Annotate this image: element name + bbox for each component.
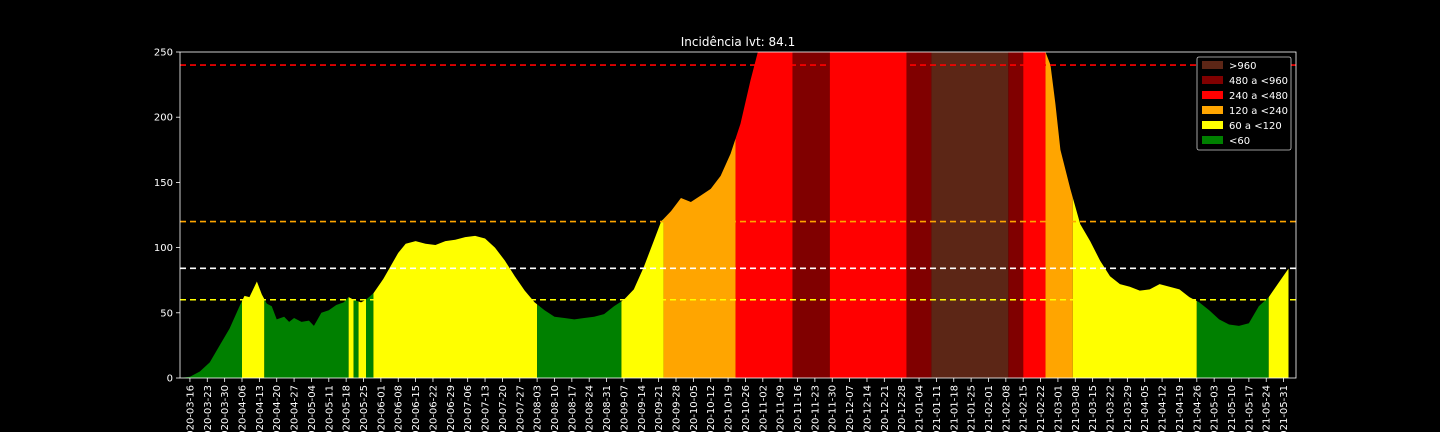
legend-swatch [1202, 106, 1223, 114]
x-tick-label: 2020-10-26 [741, 385, 752, 432]
y-tick-label: 0 [167, 374, 173, 385]
x-tick-label: 2020-11-30 [828, 385, 839, 432]
band-segment [735, 52, 793, 378]
x-tick-label: 2021-03-08 [1071, 385, 1082, 432]
x-tick-label: 2021-05-24 [1262, 385, 1273, 432]
legend-label: <60 [1229, 136, 1250, 147]
x-tick-label: 2020-06-08 [394, 385, 405, 432]
y-tick-label: 250 [154, 48, 173, 59]
x-tick-label: 2021-01-18 [949, 385, 960, 432]
x-tick-label: 2020-04-13 [255, 385, 266, 432]
band-segment [931, 52, 1009, 378]
x-tick-label: 2020-06-22 [428, 385, 439, 432]
x-tick-label: 2021-05-17 [1244, 385, 1255, 432]
x-tick-label: 2021-01-11 [932, 385, 943, 432]
x-tick-label: 2020-06-29 [446, 385, 457, 432]
y-tick-label: 50 [160, 308, 173, 319]
legend: >960 480 a <960 240 a <480 120 a <240 60 a <… [1196, 56, 1292, 151]
x-tick-label: 2020-07-20 [498, 385, 509, 432]
x-tick-label: 2021-03-15 [1088, 385, 1099, 432]
x-tick-label: 2021-04-19 [1175, 385, 1186, 432]
x-tick-label: 2020-05-04 [307, 385, 318, 432]
legend-label: >960 [1229, 61, 1256, 72]
x-tick-label: 2020-05-11 [324, 385, 335, 432]
x-tick-label: 2020-09-21 [654, 385, 665, 432]
x-axis: 2020-03-16 2020-03-23 2020-03-30 2020-04-06… [185, 378, 1290, 432]
x-tick-label: 2020-10-12 [706, 385, 717, 432]
x-tick-label: 2020-07-27 [515, 385, 526, 432]
x-tick-label: 2021-04-26 [1192, 385, 1203, 432]
x-tick-label: 2021-05-03 [1210, 385, 1221, 432]
x-tick-label: 2020-08-03 [533, 385, 544, 432]
x-tick-label: 2020-10-19 [724, 385, 735, 432]
x-tick-label: 2020-03-30 [220, 385, 231, 432]
x-tick-label: 2020-04-06 [238, 385, 249, 432]
legend-label: 240 a <480 [1229, 91, 1288, 102]
x-tick-label: 2021-02-01 [984, 385, 995, 432]
x-tick-label: 2021-01-04 [915, 385, 926, 432]
x-tick-label: 2021-02-22 [1036, 385, 1047, 432]
band-segment [1008, 52, 1024, 378]
band-segment [829, 52, 907, 378]
x-tick-label: 2020-04-27 [290, 385, 301, 432]
x-tick-label: 2020-08-17 [567, 385, 578, 432]
x-tick-label: 2021-04-12 [1158, 385, 1169, 432]
legend-label: 120 a <240 [1229, 106, 1288, 117]
legend-label: 480 a <960 [1229, 76, 1288, 87]
plot-frame [179, 51, 1297, 379]
x-tick-label: 2021-01-25 [967, 385, 978, 432]
legend-swatch [1202, 91, 1223, 99]
x-tick-label: 2020-12-07 [845, 385, 856, 432]
x-tick-label: 2020-08-31 [602, 385, 613, 432]
band-segment [906, 52, 932, 378]
x-tick-label: 2021-03-01 [1053, 385, 1064, 432]
x-tick-label: 2020-11-09 [776, 385, 787, 432]
x-tick-label: 2020-12-21 [880, 385, 891, 432]
x-tick-label: 2021-05-10 [1227, 385, 1238, 432]
x-tick-label: 2020-03-16 [185, 385, 196, 432]
threshold-lines [180, 64, 1296, 301]
x-tick-label: 2021-05-31 [1279, 385, 1290, 432]
legend-label: 60 a <120 [1229, 121, 1282, 132]
x-tick-label: 2021-04-05 [1140, 385, 1151, 432]
x-tick-label: 2020-06-01 [376, 385, 387, 432]
x-tick-label: 2020-06-15 [411, 385, 422, 432]
x-tick-label: 2020-12-28 [897, 385, 908, 432]
x-tick-label: 2020-04-20 [272, 385, 283, 432]
x-tick-label: 2020-09-14 [637, 385, 648, 432]
x-tick-label: 2020-08-10 [550, 385, 561, 432]
y-tick-label: 100 [154, 243, 173, 254]
x-tick-label: 2020-09-07 [619, 385, 630, 432]
x-tick-label: 2021-02-08 [1001, 385, 1012, 432]
x-tick-label: 2020-10-05 [689, 385, 700, 432]
legend-swatch [1202, 136, 1223, 144]
x-tick-label: 2021-02-15 [1019, 385, 1030, 432]
y-axis: 0 50 100 150 200 250 [154, 48, 180, 385]
x-tick-label: 2021-03-22 [1106, 385, 1117, 432]
chart-title: Incidência lvt: 84.1 [681, 35, 796, 49]
legend-swatch [1202, 61, 1223, 69]
band-segment [1023, 52, 1046, 378]
x-tick-label: 2020-11-23 [810, 385, 821, 432]
x-tick-label: 2020-12-14 [862, 385, 873, 432]
x-tick-label: 2020-07-13 [481, 385, 492, 432]
x-tick-label: 2020-11-02 [758, 385, 769, 432]
x-tick-label: 2020-09-28 [672, 385, 683, 432]
y-tick-label: 150 [154, 178, 173, 189]
x-tick-label: 2021-03-29 [1123, 385, 1134, 432]
legend-swatch [1202, 121, 1223, 129]
x-tick-label: 2020-05-18 [342, 385, 353, 432]
x-tick-label: 2020-11-16 [793, 385, 804, 432]
x-tick-label: 2020-07-06 [463, 385, 474, 432]
x-tick-label: 2020-08-24 [585, 385, 596, 432]
y-tick-label: 200 [154, 113, 173, 124]
band-segment [792, 52, 830, 378]
x-tick-label: 2020-03-23 [203, 385, 214, 432]
x-tick-label: 2020-05-25 [359, 385, 370, 432]
legend-swatch [1202, 76, 1223, 84]
